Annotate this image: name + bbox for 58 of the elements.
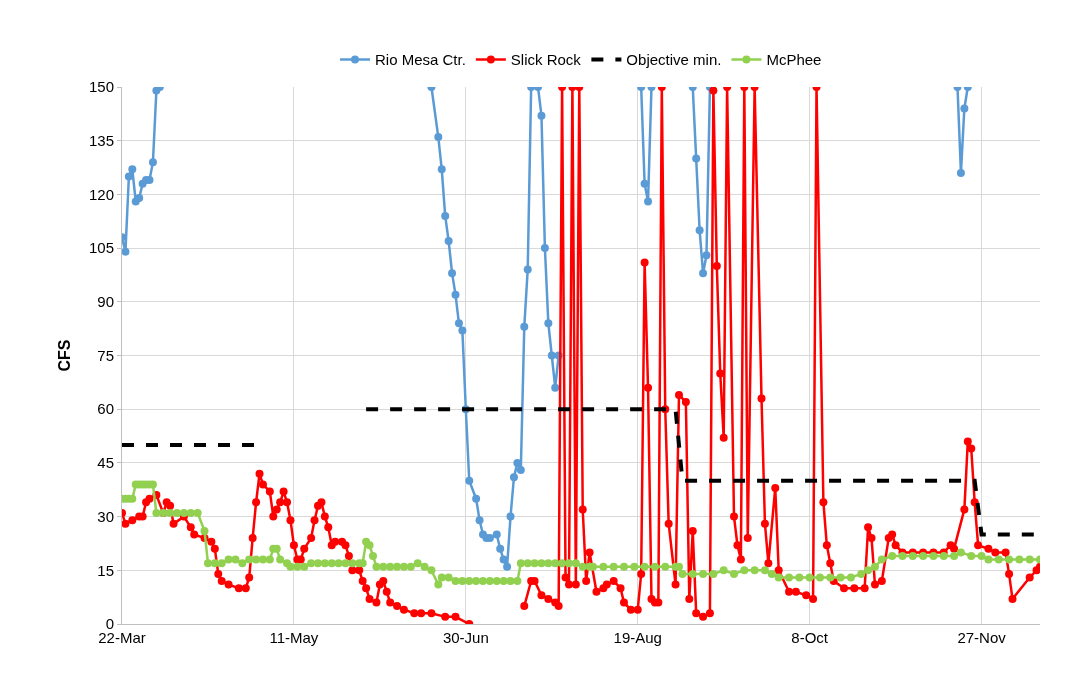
x-tick-label: 27-Nov <box>957 629 1007 646</box>
y-tick-label: 60 <box>97 400 114 418</box>
y-tick-label: 75 <box>97 346 114 364</box>
point <box>496 544 505 553</box>
point <box>492 530 501 539</box>
legend-label: Objective min. <box>626 51 722 69</box>
point <box>540 244 549 253</box>
x-tick-label: 11-May <box>269 629 319 646</box>
point <box>451 290 460 299</box>
y-tick-label: 30 <box>97 507 114 525</box>
y-axis-title: CFS <box>55 339 73 372</box>
point <box>544 319 553 328</box>
x-tick-label: 19-Aug <box>613 629 662 646</box>
point <box>458 326 467 335</box>
point <box>537 111 546 120</box>
point <box>699 269 708 278</box>
point <box>960 104 969 113</box>
point <box>475 516 484 525</box>
point <box>122 247 130 256</box>
point <box>124 172 133 181</box>
point <box>523 265 532 274</box>
point <box>516 466 525 475</box>
x-tick-label: 30-Jun <box>442 629 489 646</box>
point <box>499 555 508 564</box>
y-tick-label: 135 <box>88 131 114 149</box>
point <box>956 168 965 177</box>
point <box>520 322 529 331</box>
point <box>640 179 649 188</box>
point <box>441 211 450 220</box>
point <box>148 158 157 167</box>
point <box>434 133 443 142</box>
legend-label: Slick Rock <box>510 51 582 69</box>
point <box>503 562 512 571</box>
point <box>509 473 518 482</box>
x-tick-label: 8-Oct <box>791 629 829 646</box>
point <box>506 512 515 521</box>
point <box>128 165 137 174</box>
point <box>465 476 474 485</box>
point <box>692 154 701 163</box>
point <box>551 383 560 392</box>
legend-label: Rio Mesa Ctr. <box>375 51 466 69</box>
y-tick-label: 120 <box>88 185 114 203</box>
point <box>644 197 653 206</box>
point <box>695 226 704 235</box>
point <box>454 319 463 328</box>
point <box>547 351 556 360</box>
point <box>135 193 144 202</box>
legend-label: McPhee <box>766 51 822 69</box>
point <box>448 269 457 278</box>
y-tick-label: 105 <box>88 239 114 257</box>
point <box>472 494 481 503</box>
y-tick-label: 15 <box>97 561 114 579</box>
y-tick-label: 150 <box>88 78 114 96</box>
y-tick-label: 90 <box>97 293 114 311</box>
y-tick-label: 45 <box>97 454 114 472</box>
point <box>444 236 453 245</box>
point <box>702 251 711 260</box>
point <box>437 165 446 174</box>
